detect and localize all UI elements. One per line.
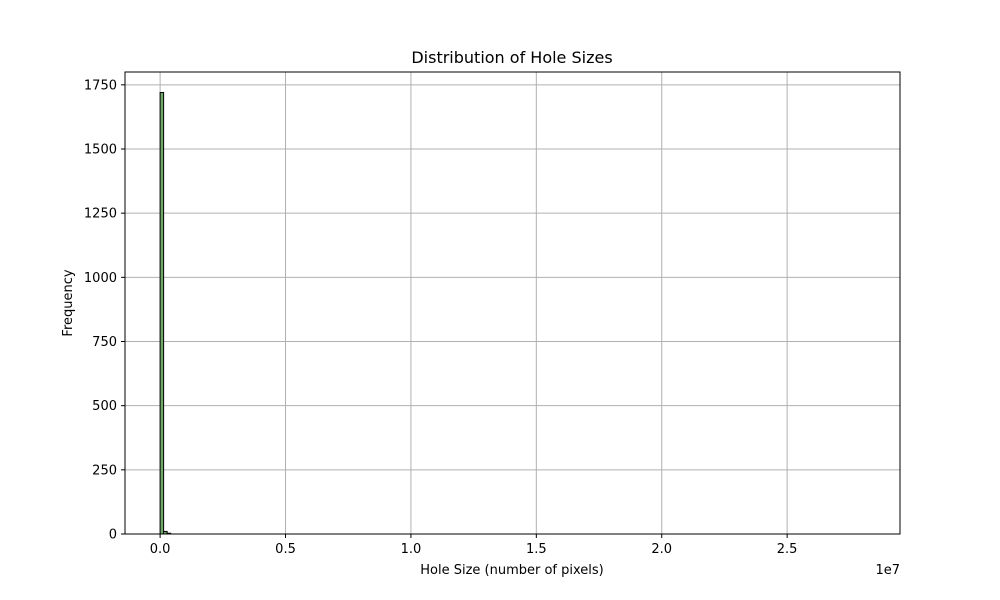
histogram-bar	[159, 92, 165, 535]
y-tick-label: 1750	[84, 78, 117, 93]
x-tick-label: 0.5	[275, 542, 296, 557]
y-axis-label: Frequency	[61, 269, 76, 336]
y-tick-label: 750	[92, 335, 117, 350]
y-tick-label: 1000	[84, 271, 117, 286]
y-tick-label: 1250	[84, 207, 117, 222]
chart-title: Distribution of Hole Sizes	[411, 48, 612, 67]
x-ticks: 0.0 0.5 1.0 1.5 2.0 2.5	[150, 534, 798, 557]
x-tick-label: 1.5	[526, 542, 547, 557]
y-tick-label: 500	[92, 399, 117, 414]
x-tick-label: 2.0	[651, 542, 672, 557]
x-scale-offset-label: 1e7	[875, 563, 900, 578]
y-tick-label: 0	[109, 528, 117, 543]
plot-frame	[124, 71, 901, 535]
y-tick-label: 1500	[84, 143, 117, 158]
grid-lines	[125, 72, 900, 535]
x-tick-label: 2.5	[777, 542, 798, 557]
x-axis-label: Hole Size (number of pixels)	[420, 563, 604, 578]
y-tick-label: 250	[92, 463, 117, 478]
x-tick-label: 0.0	[150, 542, 171, 557]
y-ticks: 0 250 500 750 1000 1250 1500 1750	[84, 78, 125, 543]
x-tick-label: 1.0	[401, 542, 422, 557]
